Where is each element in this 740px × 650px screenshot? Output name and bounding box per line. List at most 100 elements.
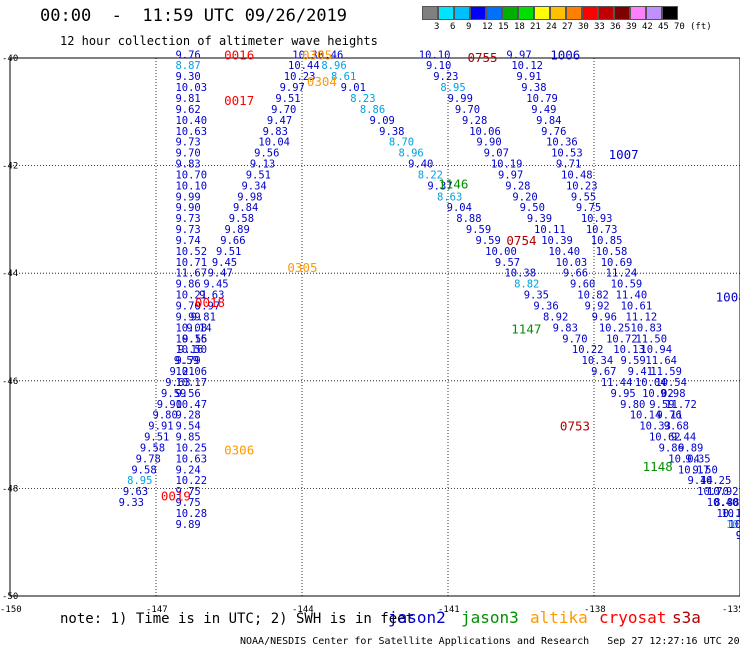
swh-value: 9.98 <box>237 191 262 203</box>
swh-value: 10.08 <box>175 322 207 334</box>
swh-value: 9.79 <box>175 355 200 367</box>
swh-value: 9.44 <box>688 475 713 487</box>
swh-value: 10.00 <box>485 246 517 258</box>
swh-value: 9.59 <box>466 224 491 236</box>
swh-value: 10.23 <box>284 71 316 83</box>
swh-value: 10.02 <box>642 388 674 400</box>
swh-value: 8.61 <box>331 71 356 83</box>
swh-value: 9.35 <box>685 453 710 465</box>
swh-value: 9.89 <box>225 224 250 236</box>
swh-value: 9.85 <box>175 432 200 444</box>
swh-value: 9.81 <box>191 311 216 323</box>
swh-value: 9.74 <box>175 235 200 247</box>
swh-value: 9.55 <box>571 191 596 203</box>
swh-value: 9.47 <box>267 115 292 127</box>
units-note: note: 1) Time is in UTC; 2) SWH is in fe… <box>60 611 415 627</box>
swh-value: 10.58 <box>596 246 628 258</box>
swh-value: 10.69 <box>601 257 633 269</box>
swh-value: 9.04 <box>447 202 472 214</box>
swh-value: 9.13 <box>250 159 275 171</box>
swh-value: 8.88 <box>714 497 739 509</box>
swh-value: 10.46 <box>312 49 344 61</box>
pass-time: 0754 <box>506 233 536 248</box>
swh-value: 9.58 <box>131 464 156 476</box>
swh-value: 9.78 <box>136 453 161 465</box>
lon-label: -141 <box>438 605 460 615</box>
lon-label: -144 <box>292 605 314 615</box>
legend-jason3: jason3 <box>461 608 519 627</box>
swh-value: 9.83 <box>553 322 578 334</box>
swh-value: 10.11 <box>534 224 566 236</box>
color-scale <box>422 6 678 20</box>
scale-value: 3 <box>434 22 440 32</box>
swh-value: 10.03 <box>175 82 207 94</box>
swh-value: 9.83 <box>263 126 288 138</box>
swh-value: 9.63 <box>199 290 224 302</box>
swh-value: 9.86 <box>175 279 200 291</box>
swh-value: 11.67 <box>175 268 207 280</box>
swh-value: 11.64 <box>645 355 677 367</box>
swh-value: 9.89 <box>678 442 703 454</box>
swh-value: 9.21 <box>169 366 194 378</box>
pass-time: 0304 <box>307 74 337 89</box>
pass-time: 1008 <box>716 289 740 304</box>
swh-value: 10.10 <box>419 49 451 61</box>
swh-value: 10.23 <box>566 180 598 192</box>
pass-time: 0755 <box>467 50 497 65</box>
lat-label: -44 <box>2 269 18 279</box>
swh-value: 9.45 <box>736 530 740 542</box>
swh-value: 10.33 <box>639 421 671 433</box>
swh-value: 10.44 <box>288 60 320 72</box>
scale-value: 45 <box>658 22 669 32</box>
scale-swatch <box>454 6 470 20</box>
swh-value: 10.70 <box>697 486 729 498</box>
swh-value: 9.14 <box>186 322 211 334</box>
swh-value: 10.94 <box>640 344 672 356</box>
swh-value: 9.41 <box>628 366 653 378</box>
pass-time-labels: 0016 0017 0018 0019 0305 0304 0305 0306 0755 0754… <box>161 47 740 503</box>
scale-value: 9 <box>466 22 472 32</box>
legend-altika: altika <box>530 608 588 627</box>
map-title: 00:00 - 11:59 UTC 09/26/2019 <box>40 6 348 26</box>
scale-swatch <box>518 6 534 20</box>
swh-value: 9.01 <box>341 82 366 94</box>
pass-time: 1146 <box>438 176 468 191</box>
pass-time: 0016 <box>224 47 254 62</box>
swh-value: 10.04 <box>258 137 290 149</box>
swh-value: 10.38 <box>504 268 536 280</box>
swh-value: 9.07 <box>484 148 509 160</box>
swh-value: 10.40 <box>548 246 580 258</box>
swh-value: 9.92 <box>736 530 740 542</box>
pass-time: 0305 <box>302 47 332 62</box>
swh-value: 10.22 <box>572 344 604 356</box>
swh-value: 10.54 <box>655 377 687 389</box>
swh-value: 9.28 <box>505 180 530 192</box>
swh-value: 9.51 <box>144 432 169 444</box>
swh-value: 9.68 <box>664 421 689 433</box>
swh-value: 9.09 <box>370 115 395 127</box>
swh-value: 10.12 <box>511 60 543 72</box>
swh-value: 11.12 <box>626 311 658 323</box>
pass-time: 0019 <box>161 488 191 503</box>
map-grid <box>9 57 740 597</box>
swh-value: 9.59 <box>649 399 674 411</box>
swh-value: 9.91 <box>148 421 173 433</box>
map-frame <box>9 57 740 597</box>
swh-value: 9.51 <box>216 246 241 258</box>
swh-value: 9.49 <box>531 104 556 116</box>
swh-value: 8.63 <box>437 191 462 203</box>
swh-value: 9.20 <box>512 191 537 203</box>
swh-value: 8.96 <box>398 148 423 160</box>
swh-value: 9.58 <box>229 213 254 225</box>
pass-time: 1148 <box>643 459 673 474</box>
scale-swatch <box>566 6 582 20</box>
lon-label: -138 <box>584 605 606 615</box>
swh-value: 10.03 <box>556 257 588 269</box>
swh-value: 8.96 <box>321 60 346 72</box>
swh-value: 9.59 <box>620 355 645 367</box>
swh-value: 10.72 <box>606 333 638 345</box>
scale-value: 18 <box>514 22 525 32</box>
swh-value: 10.63 <box>175 126 207 138</box>
map-subtitle: 12 hour collection of altimeter wave hei… <box>60 34 378 48</box>
swh-value: 10.48 <box>561 169 593 181</box>
